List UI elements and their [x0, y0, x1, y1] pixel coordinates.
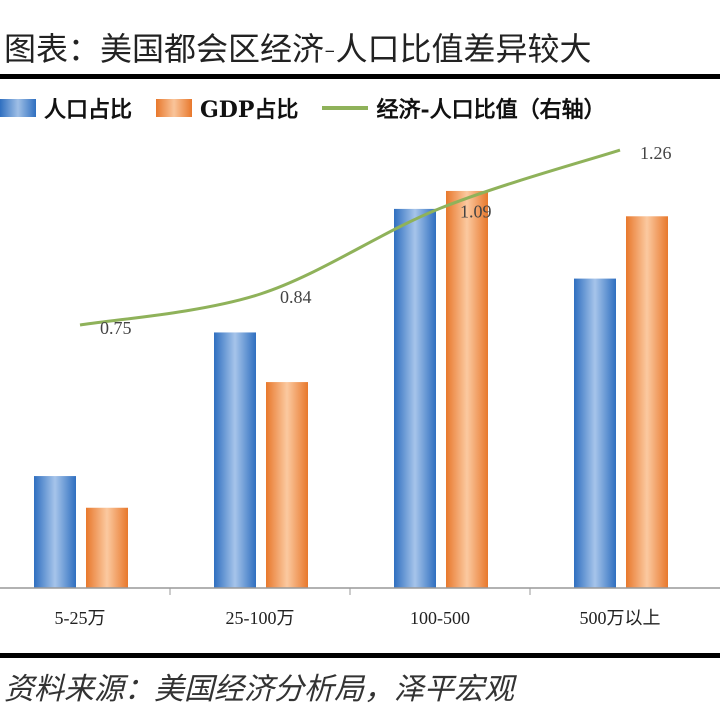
source-rule	[0, 653, 720, 658]
legend-item-population: 人口占比	[0, 92, 132, 124]
x-tick-label: 25-100万	[226, 608, 295, 628]
chart-title: 图表：美国都会区经济-人口比值差异较大	[4, 30, 592, 68]
bar-population	[574, 278, 616, 588]
x-tick-label: 500万以上	[580, 608, 661, 628]
legend-label-gdp: GDP占比	[200, 97, 299, 123]
legend-item-gdp: GDP占比	[156, 92, 298, 124]
x-tick-label: 100-500	[410, 608, 470, 628]
ratio-data-label: 1.09	[460, 201, 492, 221]
bar-gdp	[266, 382, 308, 588]
bar-population	[34, 476, 76, 588]
ratio-data-label: 1.26	[640, 143, 672, 163]
bar-population	[394, 208, 436, 588]
bar-gdp	[86, 507, 128, 588]
bar-population	[214, 332, 256, 588]
legend: 人口占比 GDP占比 经济-人口比值（右轴）	[0, 93, 630, 123]
legend-swatch-gdp	[156, 99, 193, 117]
source-note: 资料来源：美国经济分析局，泽平宏观	[4, 672, 514, 707]
ratio-data-label: 0.75	[100, 318, 132, 338]
legend-item-ratio: 经济-人口比值（右轴）	[322, 92, 606, 124]
ratio-data-label: 0.84	[280, 287, 312, 307]
title-rule	[0, 74, 720, 79]
ratio-line	[79, 148, 621, 327]
bar-gdp	[446, 190, 488, 588]
bar-gdp	[626, 216, 668, 588]
legend-label-population: 人口占比	[44, 97, 133, 123]
legend-swatch-ratio	[322, 106, 369, 110]
x-tick-label: 5-25万	[55, 608, 106, 628]
legend-swatch-population	[0, 99, 36, 117]
legend-label-ratio: 经济-人口比值（右轴）	[376, 97, 606, 123]
